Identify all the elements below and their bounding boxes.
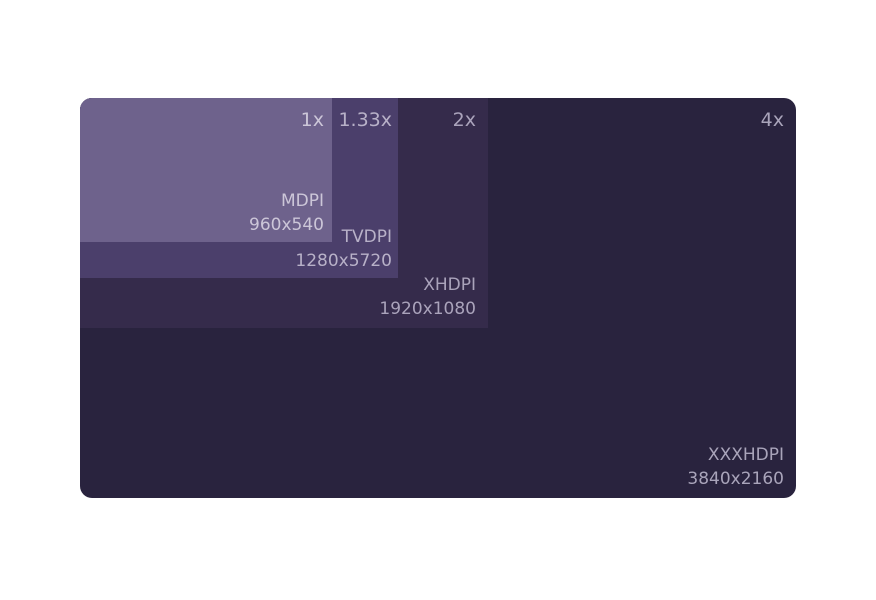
density-resolution-xxxhdpi: 3840x2160 <box>687 469 784 489</box>
density-name-tvdpi: TVDPI <box>341 227 392 247</box>
scale-label-mdpi: 1x <box>300 109 324 131</box>
density-name-xhdpi: XHDPI <box>423 275 476 295</box>
density-diagram: 4x XXXHDPI 3840x2160 2x XHDPI 1920x1080 … <box>80 98 796 498</box>
density-label-mdpi: MDPI 960x540 <box>249 189 324 237</box>
density-box-mdpi: 1x MDPI 960x540 <box>80 98 332 242</box>
density-name-xxxhdpi: XXXHDPI <box>707 445 784 465</box>
density-label-xxxhdpi: XXXHDPI 3840x2160 <box>687 443 784 491</box>
density-label-tvdpi: TVDPI 1280x5720 <box>295 225 392 273</box>
scale-label-tvdpi: 1.33x <box>338 109 392 131</box>
scale-label-xxxhdpi: 4x <box>760 109 784 131</box>
density-resolution-mdpi: 960x540 <box>249 215 324 235</box>
density-label-xhdpi: XHDPI 1920x1080 <box>379 273 476 321</box>
scale-label-xhdpi: 2x <box>452 109 476 131</box>
density-resolution-tvdpi: 1280x5720 <box>295 251 392 271</box>
density-name-mdpi: MDPI <box>280 191 324 211</box>
density-resolution-xhdpi: 1920x1080 <box>379 299 476 319</box>
